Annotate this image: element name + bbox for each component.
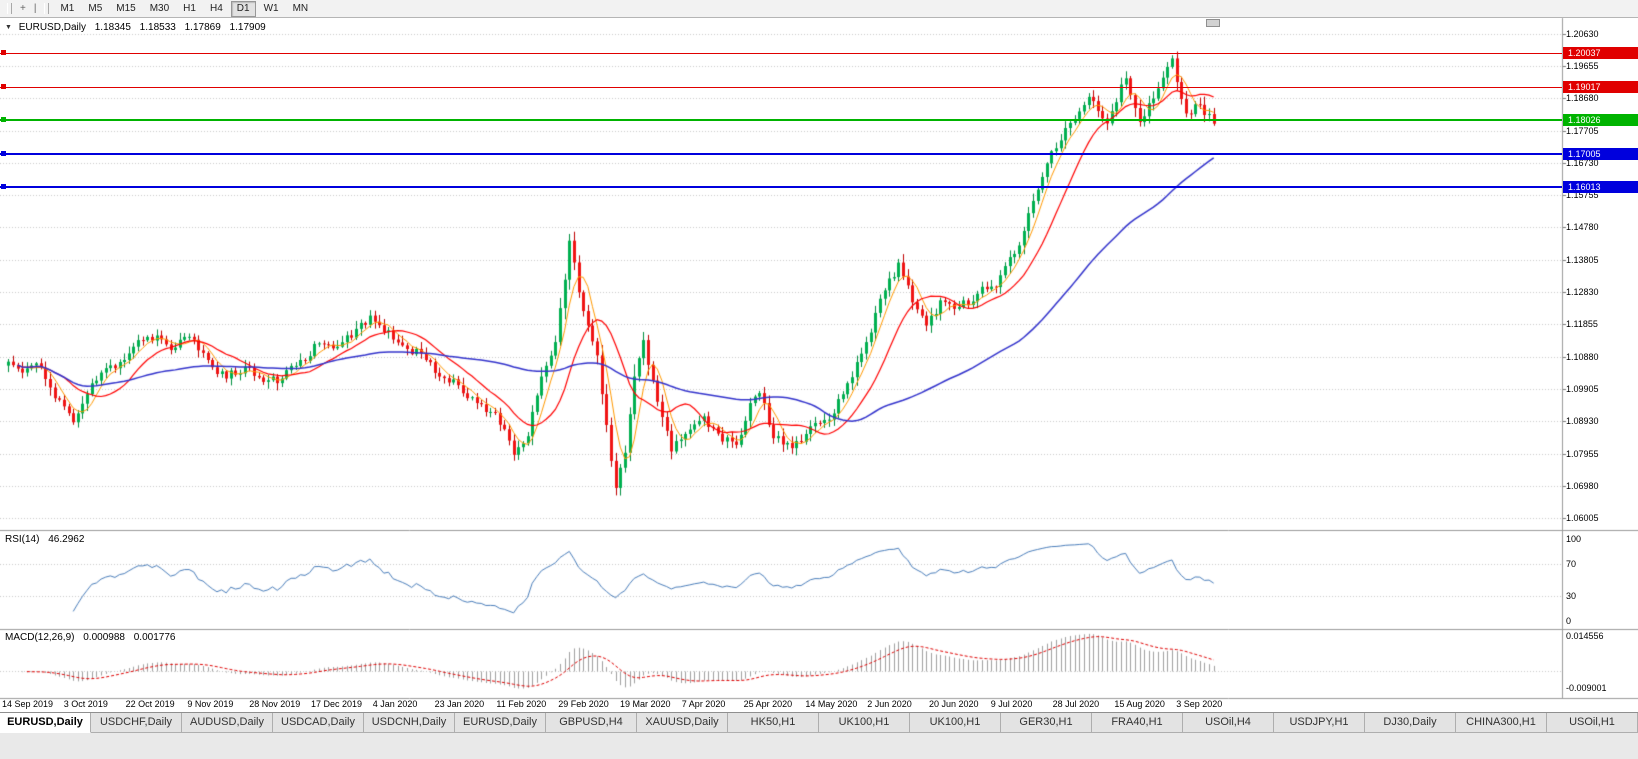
timeframe-mn[interactable]: MN (287, 1, 315, 17)
tab-usoil-h4[interactable]: USOil,H4 (1183, 713, 1274, 733)
tab-eurusd-daily[interactable]: EURUSD,Daily (455, 713, 546, 733)
timeframe-m15[interactable]: M15 (110, 1, 141, 17)
tab-usdjpy-h1[interactable]: USDJPY,H1 (1274, 713, 1365, 733)
tab-audusd-daily[interactable]: AUDUSD,Daily (182, 713, 273, 733)
tab-ger30-h1[interactable]: GER30,H1 (1001, 713, 1092, 733)
timeframe-toolbar: + | M1 M5 M15 M30 H1 H4 D1 W1 MN (0, 0, 1638, 18)
cursor-icon[interactable]: | (33, 3, 37, 14)
tab-eurusd-daily[interactable]: EURUSD,Daily (0, 713, 91, 733)
timeframe-d1[interactable]: D1 (230, 0, 256, 17)
tab-usdcnh-daily[interactable]: USDCNH,Daily (364, 713, 455, 733)
tab-china300-h1[interactable]: CHINA300,H1 (1456, 713, 1547, 733)
timeframe-w1[interactable]: W1 (258, 1, 285, 17)
tab-gbpusd-h4[interactable]: GBPUSD,H4 (546, 713, 637, 733)
tab-hk50-h1[interactable]: HK50,H1 (728, 713, 819, 733)
tab-uk100-h1[interactable]: UK100,H1 (819, 713, 910, 733)
toolbar-grip-icon[interactable] (7, 3, 12, 14)
timeframe-m5[interactable]: M5 (82, 1, 108, 17)
tab-fra40-h1[interactable]: FRA40,H1 (1092, 713, 1183, 733)
timeframe-h1[interactable]: H1 (177, 1, 202, 17)
timeframe-m30[interactable]: M30 (144, 1, 175, 17)
timeframe-h4[interactable]: H4 (204, 1, 229, 17)
tab-dj30-daily[interactable]: DJ30,Daily (1365, 713, 1456, 733)
tab-usdchf-daily[interactable]: USDCHF,Daily (91, 713, 182, 733)
tab-usoil-h1[interactable]: USOil,H1 (1547, 713, 1638, 733)
chart-tab-bar: EURUSD,Daily USDCHF,Daily AUDUSD,Daily USDC… (0, 712, 1638, 759)
toolbar-grip-icon[interactable] (44, 3, 50, 14)
crosshair-icon[interactable]: + (20, 3, 26, 14)
timeframe-m1[interactable]: M1 (54, 1, 80, 17)
tab-usdcad-daily[interactable]: USDCAD,Daily (273, 713, 364, 733)
tab-uk100-h1[interactable]: UK100,H1 (910, 713, 1001, 733)
tab-xauusd-daily[interactable]: XAUUSD,Daily (637, 713, 728, 733)
